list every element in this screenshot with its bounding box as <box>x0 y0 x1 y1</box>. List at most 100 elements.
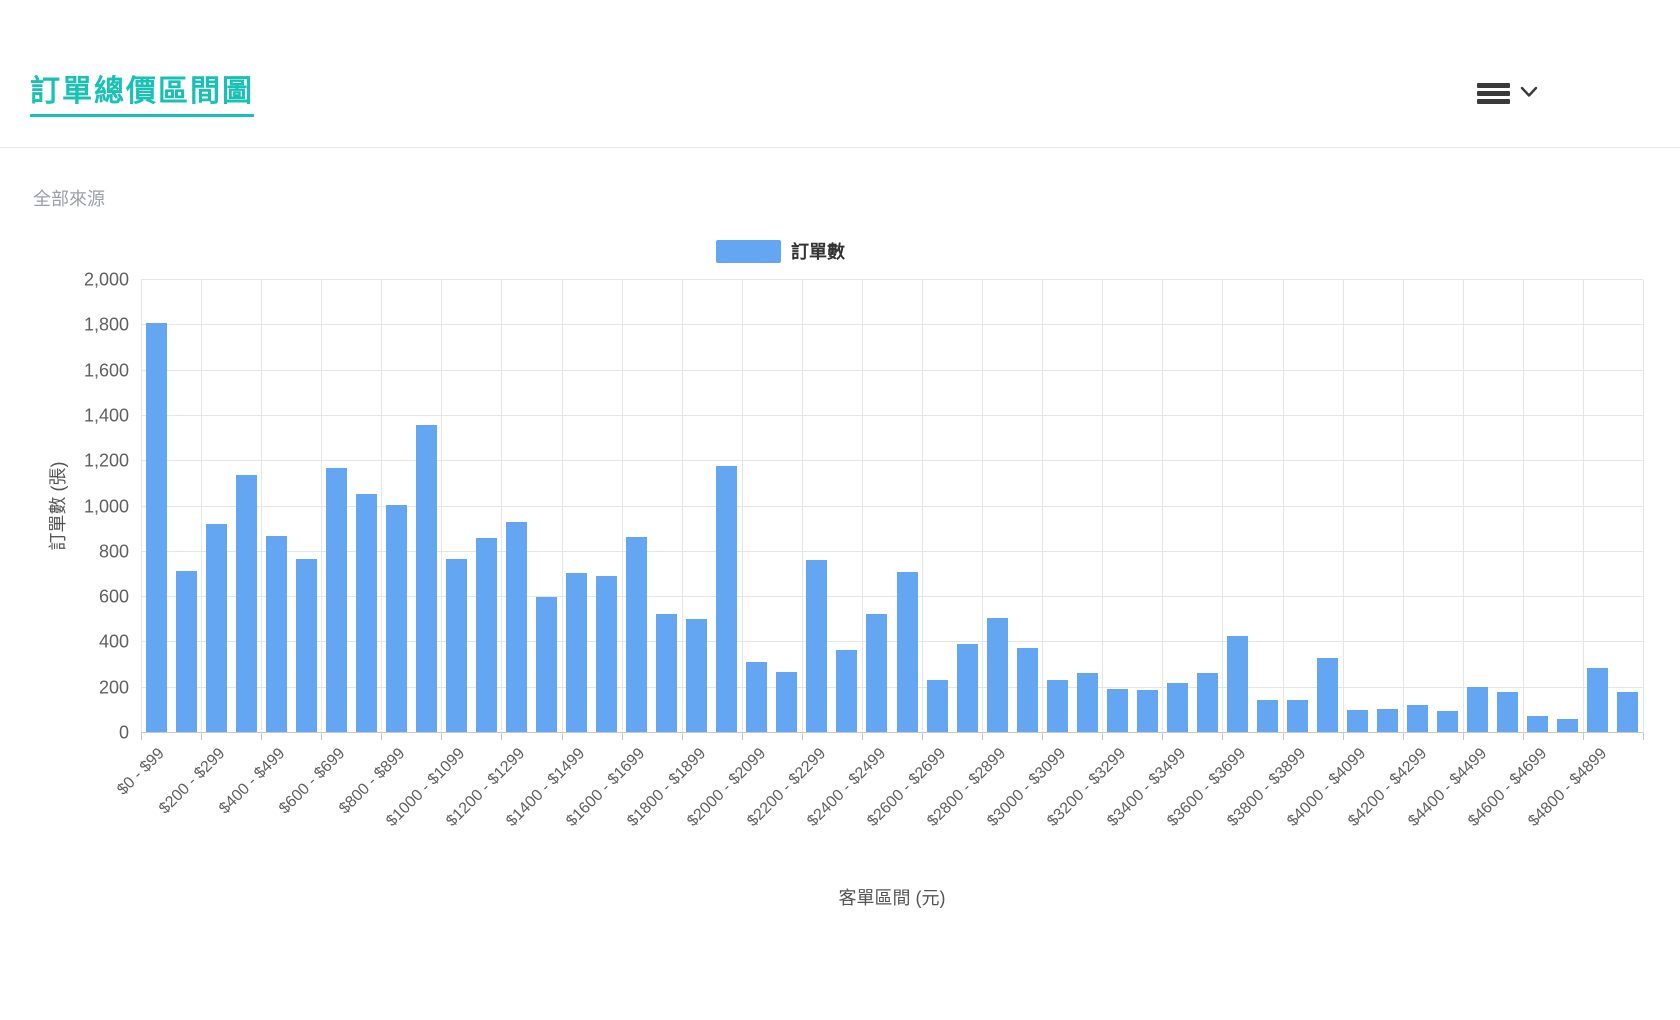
bar[interactable] <box>986 617 1008 733</box>
bar[interactable] <box>866 614 888 733</box>
gridline-horizontal <box>141 641 1643 643</box>
gridline-vertical <box>261 280 263 733</box>
bar[interactable] <box>656 614 678 733</box>
gridline-vertical <box>1222 280 1224 733</box>
bar[interactable] <box>235 474 257 733</box>
bar[interactable] <box>175 571 197 733</box>
bar[interactable] <box>1527 716 1549 733</box>
x-axis-title: 客單區間 (元) <box>838 888 946 908</box>
bar[interactable] <box>1497 692 1519 733</box>
gridline-vertical <box>982 280 984 733</box>
legend-item[interactable]: 訂單數 <box>716 238 845 264</box>
gridline-vertical <box>321 280 323 733</box>
x-axis-tick <box>1342 733 1344 740</box>
x-axis-tick <box>982 733 984 740</box>
bar[interactable] <box>716 465 738 733</box>
bar[interactable] <box>265 535 287 733</box>
bar[interactable] <box>1226 635 1248 733</box>
bar[interactable] <box>205 523 227 733</box>
gridline-vertical <box>1042 280 1044 733</box>
bar[interactable] <box>1467 686 1489 733</box>
bar[interactable] <box>1166 683 1188 733</box>
bar[interactable] <box>385 505 407 733</box>
bar[interactable] <box>445 558 467 733</box>
bar[interactable] <box>1617 692 1639 733</box>
bar[interactable] <box>1076 672 1098 733</box>
gridline-vertical <box>801 280 803 733</box>
bar[interactable] <box>686 618 708 733</box>
header-icons <box>1477 83 1538 104</box>
x-axis-tick <box>1222 733 1224 740</box>
bar[interactable] <box>475 538 497 733</box>
y-tick-label: 1,200 <box>83 450 129 471</box>
bar[interactable] <box>295 558 317 733</box>
y-tick-label: 1,000 <box>83 496 129 516</box>
bar[interactable] <box>145 323 167 733</box>
bar[interactable] <box>536 597 558 733</box>
bar[interactable] <box>596 575 618 733</box>
bar[interactable] <box>1347 710 1369 733</box>
x-axis-tick <box>621 733 623 740</box>
gridline-vertical <box>621 280 623 733</box>
gridline-horizontal <box>141 369 1643 371</box>
gridline-vertical <box>1582 280 1584 733</box>
gridline-vertical <box>1162 280 1164 733</box>
hamburger-menu-icon[interactable] <box>1477 83 1510 104</box>
bar[interactable] <box>1407 704 1429 733</box>
x-tick-label: $0 - $99 <box>114 745 169 799</box>
bar[interactable] <box>956 643 978 733</box>
x-axis-line <box>141 732 1643 733</box>
gridline-horizontal <box>141 324 1643 326</box>
y-tick-label: 1,400 <box>83 405 129 426</box>
bar[interactable] <box>836 650 858 733</box>
x-axis-tick <box>922 733 924 740</box>
gridline-vertical <box>681 280 683 733</box>
page-title[interactable]: 訂單總價區間圖 <box>30 66 254 117</box>
bar[interactable] <box>1136 689 1158 733</box>
bar[interactable] <box>746 661 768 733</box>
bar[interactable] <box>1377 709 1399 733</box>
x-axis-tick <box>861 733 863 740</box>
bar[interactable] <box>325 468 347 733</box>
gridline-vertical <box>381 280 383 733</box>
bar[interactable] <box>1046 679 1068 733</box>
gridline-vertical <box>1282 280 1284 733</box>
x-axis-tick <box>1582 733 1584 740</box>
bar[interactable] <box>1317 658 1339 733</box>
x-axis-tick <box>201 733 203 740</box>
y-tick-label: 200 <box>98 677 129 698</box>
bar[interactable] <box>1287 700 1309 733</box>
bar[interactable] <box>355 494 377 733</box>
bar[interactable] <box>1106 688 1128 733</box>
bar[interactable] <box>776 671 798 733</box>
bar[interactable] <box>896 572 918 733</box>
bar[interactable] <box>566 573 588 733</box>
bar[interactable] <box>505 522 527 733</box>
bar[interactable] <box>1557 719 1579 733</box>
x-axis-tick <box>1462 733 1464 740</box>
plot-area: 0 200 400 600 800 1,000 1,200 1,400 1,600 1,800 2,… <box>84 270 1644 830</box>
bar[interactable] <box>1196 672 1218 733</box>
x-axis-tick <box>1042 733 1044 740</box>
x-axis-tick <box>561 733 563 740</box>
bar[interactable] <box>1587 668 1609 733</box>
x-axis-tick <box>1282 733 1284 740</box>
bar[interactable] <box>626 537 648 733</box>
bar[interactable] <box>415 424 437 733</box>
divider <box>0 147 1680 148</box>
gridline-vertical <box>1402 280 1404 733</box>
bar[interactable] <box>806 559 828 733</box>
bar[interactable] <box>1016 648 1038 733</box>
gridline-horizontal <box>141 414 1643 416</box>
bar[interactable] <box>926 679 948 733</box>
bar[interactable] <box>1437 711 1459 733</box>
x-axis-tick <box>1402 733 1404 740</box>
x-axis-tick <box>1522 733 1524 740</box>
gridline-vertical <box>141 280 142 733</box>
gridline-horizontal <box>141 505 1643 507</box>
bar[interactable] <box>1256 700 1278 733</box>
gridline-vertical <box>1522 280 1524 733</box>
chevron-down-icon[interactable] <box>1520 86 1538 101</box>
hamburger-bar <box>1477 99 1510 104</box>
